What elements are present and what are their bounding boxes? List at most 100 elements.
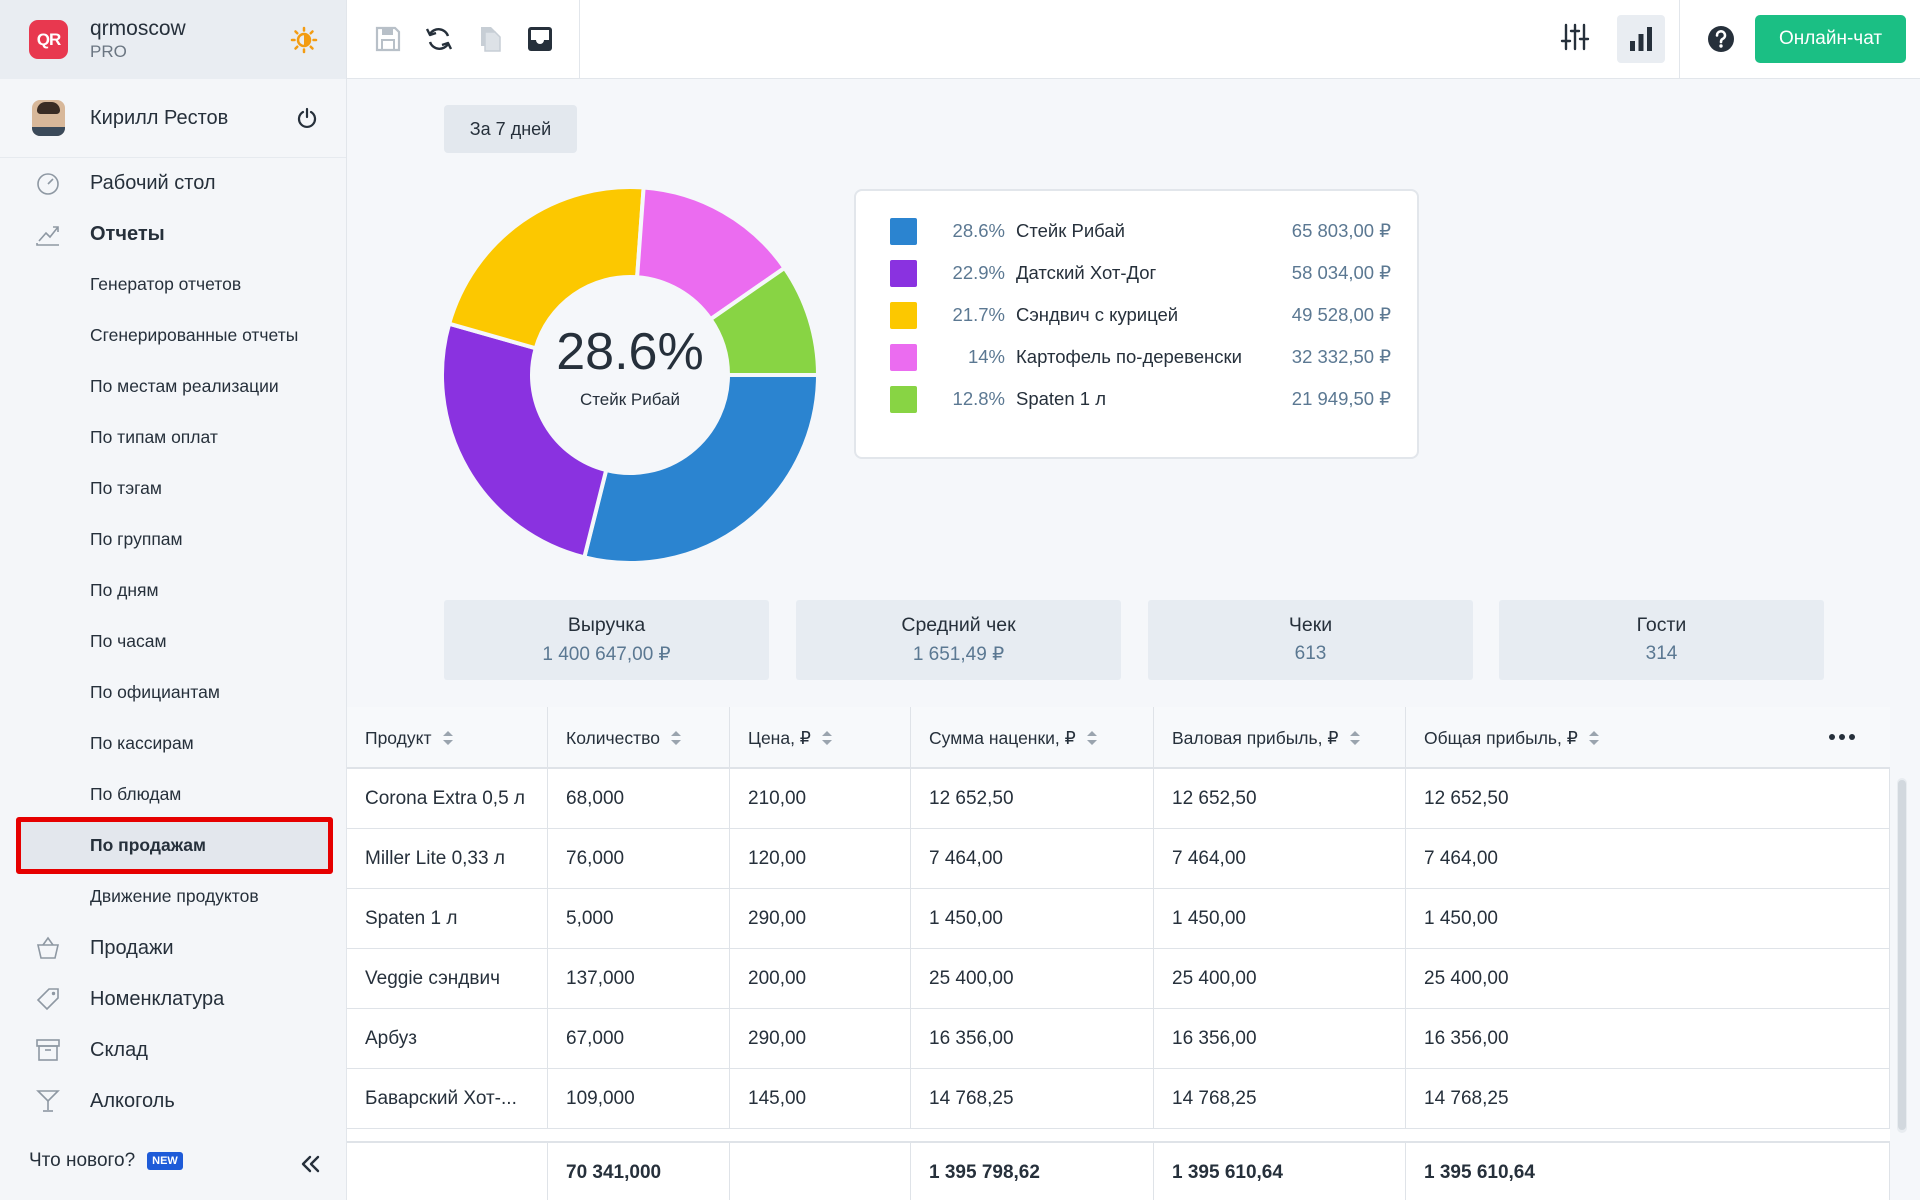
settings-sliders-icon[interactable] bbox=[1560, 22, 1590, 52]
legend-name: Сэндвич с курицей bbox=[1016, 304, 1179, 325]
legend-swatch bbox=[890, 343, 917, 371]
legend-row[interactable]: 21.7% Сэндвич с курицей 49 528,00 ₽ bbox=[890, 300, 1410, 330]
user-row: Кирилл Рестов bbox=[0, 79, 346, 158]
report-by-cashiers[interactable]: По кассирам bbox=[16, 718, 333, 768]
cell-price: 210,00 bbox=[730, 769, 911, 829]
column-header-label: Валовая прибыль, ₽ bbox=[1172, 727, 1339, 748]
donut-slice[interactable] bbox=[446, 185, 646, 351]
table-row[interactable]: Miller Lite 0,33 л 76,000 120,00 7 464,0… bbox=[347, 829, 1890, 889]
logout-power-icon[interactable] bbox=[296, 107, 318, 129]
refresh-icon[interactable] bbox=[424, 24, 454, 54]
nav-warehouse[interactable]: Склад bbox=[0, 1028, 347, 1072]
nav-alcohol[interactable]: Алкоголь bbox=[0, 1079, 347, 1123]
table-row[interactable]: Corona Extra 0,5 л 68,000 210,00 12 652,… bbox=[347, 769, 1890, 829]
table-row[interactable]: Veggie сэндвич 137,000 200,00 25 400,00 … bbox=[347, 949, 1890, 1009]
sort-icon bbox=[670, 731, 681, 745]
report-by-waiters[interactable]: По официантам bbox=[16, 667, 333, 717]
report-generated[interactable]: Сгенерированные отчеты bbox=[16, 310, 333, 360]
nav-desktop-label: Рабочий стол bbox=[90, 171, 216, 194]
save-icon[interactable] bbox=[373, 24, 403, 54]
kpi-average-check: Средний чек 1 651,49 ₽ bbox=[796, 600, 1121, 680]
cell-product: Miller Lite 0,33 л bbox=[347, 829, 548, 889]
column-header-markup[interactable]: Сумма наценки, ₽ bbox=[911, 707, 1154, 769]
cell-gross-profit: 25 400,00 bbox=[1154, 949, 1406, 1009]
cell-gross-profit: 12 652,50 bbox=[1154, 769, 1406, 829]
nav-desktop[interactable]: Рабочий стол bbox=[0, 161, 347, 205]
legend-swatch bbox=[890, 217, 917, 245]
sub-item-label: Движение продуктов bbox=[90, 885, 259, 906]
column-header-label: Общая прибыль, ₽ bbox=[1424, 727, 1578, 748]
donut-slice[interactable] bbox=[707, 265, 820, 377]
cell-gross-profit: 16 356,00 bbox=[1154, 1009, 1406, 1069]
avatar[interactable] bbox=[32, 100, 65, 136]
report-by-groups[interactable]: По группам bbox=[16, 514, 333, 564]
report-by-tags[interactable]: По тэгам bbox=[16, 463, 333, 513]
report-by-hours[interactable]: По часам bbox=[16, 616, 333, 666]
nav-nomenclature[interactable]: Номенклатура bbox=[0, 977, 347, 1021]
sub-item-label: Сгенерированные отчеты bbox=[90, 324, 299, 345]
sort-icon bbox=[821, 731, 832, 745]
period-filter[interactable]: За 7 дней bbox=[444, 105, 577, 153]
legend-value: 21 949,50 ₽ bbox=[1291, 388, 1391, 409]
donut-chart bbox=[440, 185, 820, 565]
cell-total-profit: 25 400,00 bbox=[1406, 949, 1890, 1009]
legend-swatch bbox=[890, 259, 917, 287]
brand-name: qrmoscow bbox=[90, 17, 186, 40]
donut-slice[interactable] bbox=[581, 373, 820, 565]
sub-item-label: По кассирам bbox=[90, 732, 194, 753]
report-by-days[interactable]: По дням bbox=[16, 565, 333, 615]
kpi-revenue: Выручка 1 400 647,00 ₽ bbox=[444, 600, 769, 680]
legend-row[interactable]: 22.9% Датский Хот-Дог 58 034,00 ₽ bbox=[890, 258, 1410, 288]
cell-gross-profit: 1 450,00 bbox=[1154, 889, 1406, 949]
legend-row[interactable]: 14% Картофель по-деревенски 32 332,50 ₽ bbox=[890, 342, 1410, 372]
legend-value: 32 332,50 ₽ bbox=[1291, 346, 1391, 367]
column-header-product[interactable]: Продукт bbox=[347, 707, 548, 769]
online-chat-button[interactable]: Онлайн-чат bbox=[1755, 15, 1906, 63]
column-header-total-profit[interactable]: Общая прибыль, ₽ bbox=[1406, 707, 1890, 769]
collapse-sidebar-icon[interactable] bbox=[298, 1152, 322, 1176]
report-generator[interactable]: Генератор отчетов bbox=[16, 259, 333, 309]
nav-sales[interactable]: Продажи bbox=[0, 926, 347, 970]
inbox-icon[interactable] bbox=[525, 24, 555, 54]
table-row[interactable]: Арбуз 67,000 290,00 16 356,00 16 356,00 … bbox=[347, 1009, 1890, 1069]
nav-reports[interactable]: Отчеты bbox=[0, 212, 347, 256]
legend-row[interactable]: 12.8% Spaten 1 л 21 949,50 ₽ bbox=[890, 384, 1410, 414]
cell-total-profit: 12 652,50 bbox=[1406, 769, 1890, 829]
cell-total-profit: 1 450,00 bbox=[1406, 889, 1890, 949]
column-header-label: Продукт bbox=[365, 727, 432, 748]
table-scrollbar-thumb[interactable] bbox=[1898, 780, 1906, 1130]
column-header-gross-profit[interactable]: Валовая прибыль, ₽ bbox=[1154, 707, 1406, 769]
theme-toggle-icon[interactable] bbox=[290, 26, 318, 54]
column-header-quantity[interactable]: Количество bbox=[548, 707, 730, 769]
sort-icon bbox=[1588, 731, 1599, 745]
whats-new-link[interactable]: Что нового? NEW bbox=[29, 1150, 183, 1172]
copy-document-icon[interactable] bbox=[475, 24, 505, 54]
legend-pct: 21.7% bbox=[952, 304, 1005, 325]
column-header-price[interactable]: Цена, ₽ bbox=[730, 707, 911, 769]
legend-row[interactable]: 28.6% Стейк Рибай 65 803,00 ₽ bbox=[890, 216, 1410, 246]
table-row[interactable]: Баварский Хот-... 109,000 145,00 14 768,… bbox=[347, 1069, 1890, 1129]
kpi-guests: Гости 314 bbox=[1499, 600, 1824, 680]
report-product-movement[interactable]: Движение продуктов bbox=[16, 871, 333, 921]
trend-chart-icon bbox=[36, 226, 59, 246]
donut-slice[interactable] bbox=[440, 321, 609, 560]
report-by-locations[interactable]: По местам реализации bbox=[16, 361, 333, 411]
table-totals-row: 70 341,000 1 395 798,62 1 395 610,64 1 3… bbox=[347, 1141, 1890, 1200]
more-options-icon[interactable] bbox=[1827, 727, 1857, 747]
nav-nomenclature-label: Номенклатура bbox=[90, 987, 225, 1010]
help-icon[interactable] bbox=[1706, 24, 1736, 54]
sub-item-label: По тэгам bbox=[90, 477, 162, 498]
table-row[interactable]: Spaten 1 л 5,000 290,00 1 450,00 1 450,0… bbox=[347, 889, 1890, 949]
brand-logo[interactable]: QR bbox=[29, 20, 68, 59]
kpi-label: Чеки bbox=[1288, 614, 1333, 636]
cell-product: Арбуз bbox=[347, 1009, 548, 1069]
report-by-payment-types[interactable]: По типам оплат bbox=[16, 412, 333, 462]
legend-swatch bbox=[890, 385, 917, 413]
statistics-view-button[interactable] bbox=[1617, 15, 1665, 63]
report-by-sales[interactable]: По продажам bbox=[16, 817, 333, 874]
cell-markup: 7 464,00 bbox=[911, 829, 1154, 889]
report-by-dishes[interactable]: По блюдам bbox=[16, 769, 333, 819]
kpi-label: Выручка bbox=[567, 614, 646, 636]
legend-name: Датский Хот-Дог bbox=[1016, 262, 1157, 283]
sub-item-label: По группам bbox=[90, 528, 183, 549]
